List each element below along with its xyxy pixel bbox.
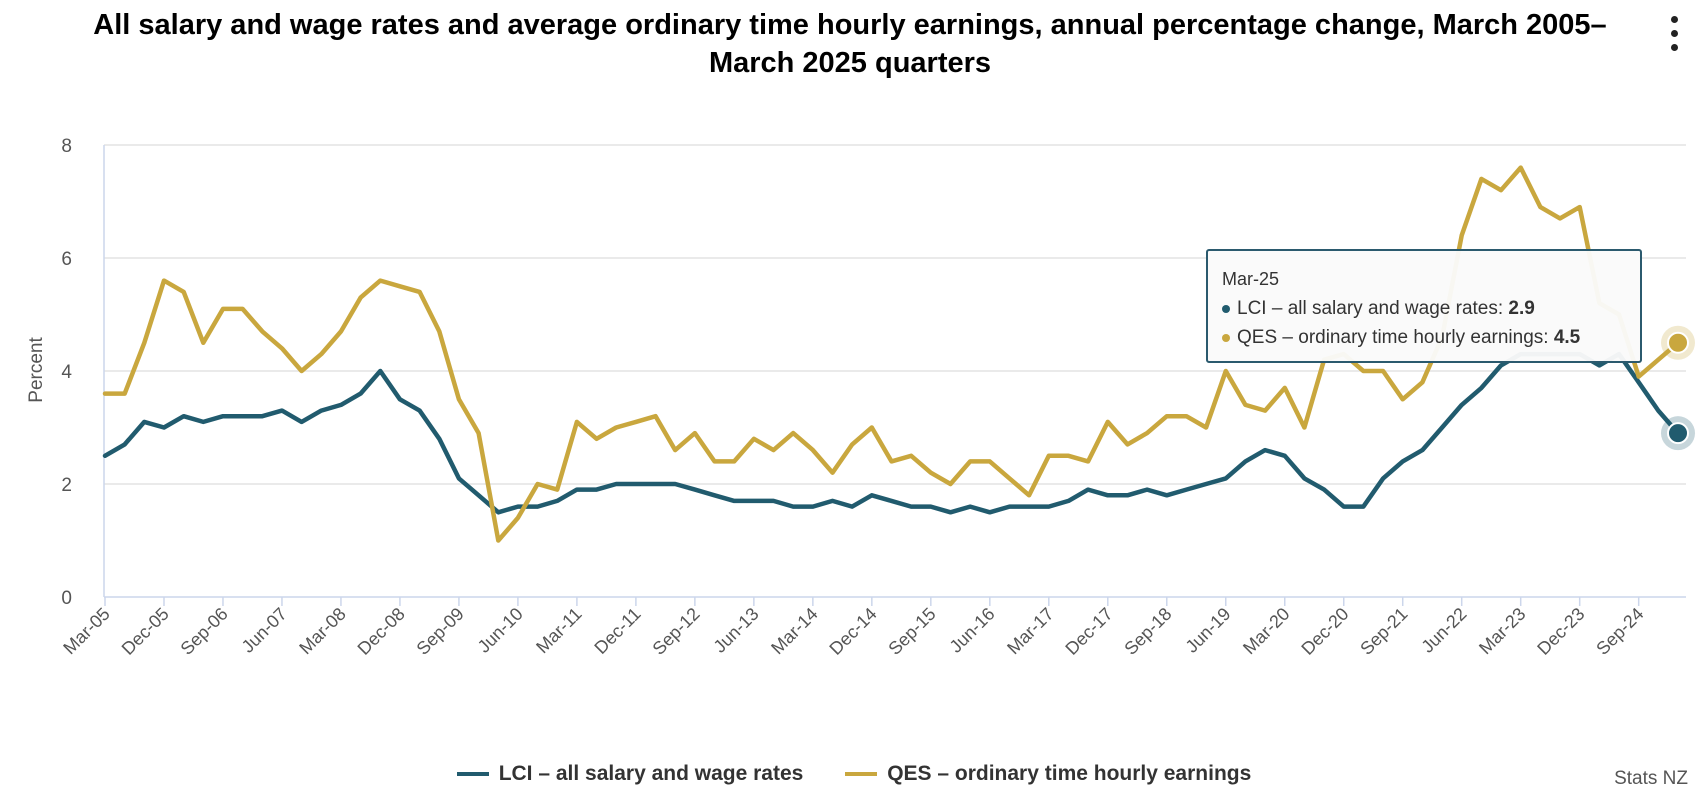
x-tick-label: Jun-13	[710, 604, 763, 657]
hover-markers	[1661, 325, 1695, 451]
source-credit[interactable]: Stats NZ	[1614, 768, 1688, 789]
y-tick-label: 8	[61, 136, 72, 157]
legend-item-lci[interactable]: LCI – all salary and wage rates	[456, 762, 804, 786]
qes-dot-icon	[1222, 333, 1230, 342]
qes-last-point-marker[interactable]	[1667, 331, 1689, 354]
x-tick-label: Jun-07	[238, 604, 291, 657]
y-tick-label: 2	[61, 475, 72, 496]
lci-last-point-marker[interactable]	[1667, 422, 1689, 445]
x-tick-label: Sep-06	[177, 604, 232, 659]
x-tick-label: Dec-17	[1061, 604, 1116, 659]
x-tick-label: Mar-20	[1239, 604, 1293, 658]
tooltip-date: Mar-25	[1222, 269, 1280, 289]
axes	[103, 145, 1686, 606]
x-tick-label: Mar-05	[59, 604, 113, 658]
qes-series-line[interactable]	[102, 165, 1681, 543]
tooltip-qes-label: QES – ordinary time hourly earnings:	[1237, 327, 1554, 348]
lci-line-icon	[456, 772, 489, 776]
y-axis-title: Percent	[26, 337, 47, 403]
x-tick-label: Jun-19	[1182, 604, 1235, 657]
x-tick-label: Dec-11	[590, 604, 644, 658]
x-tick-label: Sep-24	[1592, 604, 1647, 659]
x-tick-label: Mar-14	[767, 604, 821, 658]
y-tick-label: 6	[61, 249, 72, 270]
x-tick-label: Sep-15	[884, 604, 939, 659]
x-tick-label: Sep-21	[1356, 604, 1411, 659]
qes-line-icon	[845, 772, 878, 776]
tooltip-lci-value: 2.9	[1508, 298, 1535, 319]
x-tick-label: Sep-18	[1120, 604, 1175, 659]
x-tick-label: Sep-09	[413, 604, 468, 659]
legend-label-qes: QES – ordinary time hourly earnings	[887, 762, 1252, 785]
x-tick-label: Mar-23	[1475, 604, 1529, 658]
tooltip-lci-row: LCI – all salary and wage rates: 2.9	[1222, 298, 1626, 320]
x-tick-label: Dec-05	[118, 604, 173, 659]
context-menu-icon[interactable]	[1660, 14, 1690, 54]
x-tick-label: Mar-08	[295, 604, 349, 658]
x-tick-label: Dec-14	[825, 604, 880, 659]
legend-label-lci: LCI – all salary and wage rates	[498, 762, 804, 785]
series-lines	[102, 165, 1681, 543]
tooltip-qes-row: QES – ordinary time hourly earnings: 4.5	[1222, 327, 1626, 349]
chart-title: All salary and wage rates and average or…	[93, 9, 1607, 79]
x-tick-label: Mar-11	[532, 604, 586, 658]
x-tick-label: Jun-10	[474, 604, 527, 657]
x-tick-label: Sep-12	[649, 604, 704, 659]
x-tick-label: Dec-20	[1297, 604, 1352, 659]
tooltip: Mar-25 LCI – all salary and wage rates: …	[1206, 249, 1642, 363]
x-tick-label: Jun-16	[946, 604, 999, 657]
lci-series-line[interactable]	[102, 351, 1681, 515]
tooltip-qes-value: 4.5	[1553, 327, 1581, 348]
y-tick-label: 4	[61, 362, 72, 383]
legend-item-qes[interactable]: QES – ordinary time hourly earnings	[845, 762, 1251, 786]
tooltip-lci-label: LCI – all salary and wage rates:	[1237, 298, 1509, 319]
lci-dot-icon	[1222, 304, 1230, 313]
x-tick-label: Jun-22	[1417, 604, 1470, 657]
y-tick-labels: 0 2 4 6 8	[61, 136, 72, 609]
y-tick-label: 0	[61, 588, 72, 609]
legend: LCI – all salary and wage rates QES – or…	[0, 758, 1708, 786]
x-tick-label: Mar-17	[1003, 604, 1057, 658]
x-tick-labels: Mar-05 Dec-05 Sep-06 Jun-07 Mar-08 Dec-08 Sep-…	[59, 604, 1647, 659]
x-tick-label: Dec-08	[354, 604, 409, 659]
x-tick-label: Dec-23	[1533, 604, 1588, 659]
